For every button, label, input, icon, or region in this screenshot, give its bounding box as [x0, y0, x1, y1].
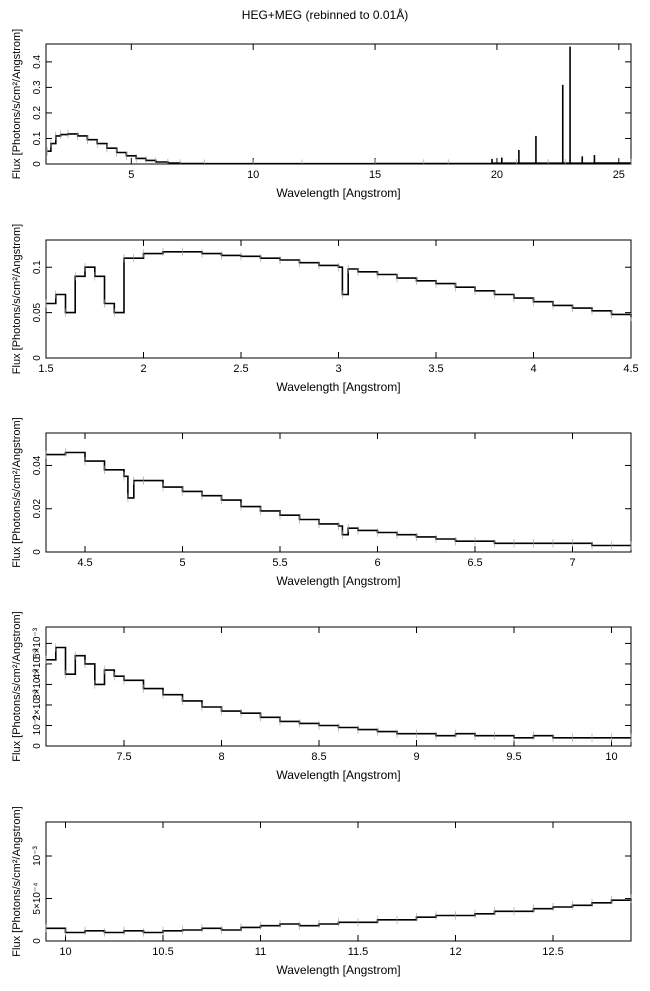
x-tick-label: 5: [179, 557, 185, 569]
y-tick-label: 0.02: [32, 499, 43, 519]
y-tick-label: 0.05: [32, 302, 43, 322]
y-tick-label: 0: [32, 938, 43, 944]
plot-frame: [45, 43, 632, 165]
x-tick-label: 1.5: [38, 363, 53, 375]
x-tick-label: 12: [449, 946, 461, 958]
x-axis-label: Wavelength [Angstrom]: [276, 963, 400, 977]
plot-frame: [45, 432, 632, 553]
y-tick-label: 0.3: [32, 80, 43, 94]
panel-4: 7.5 8 8.5 9 9.5 10 0 10⁻³2×10⁻³3×10⁻³4×10⁻³5×10…: [11, 611, 632, 782]
y-axis-label: Flux [Photons/s/cm²/Angstrom]: [11, 224, 23, 374]
x-tick-label: 5: [128, 169, 134, 181]
x-tick-label: 4: [530, 363, 536, 375]
x-tick-label: 4.5: [623, 363, 638, 375]
x-tick-label: 9.5: [506, 751, 521, 763]
plot-frame: [45, 821, 632, 942]
y-axis-label: Flux [Photons/s/cm²/Angstrom]: [11, 29, 23, 179]
x-tick-label: 10: [59, 946, 71, 958]
x-tick-label: 10: [247, 169, 259, 181]
plot-frame: [45, 626, 632, 747]
x-tick-label: 2: [140, 363, 146, 375]
x-tick-label: 4.5: [77, 557, 92, 569]
y-tick-label: 0: [32, 355, 43, 361]
panel-1: 5 10 15 20 25 0 0.1 0.2 0.3 0.4 Wavelength [Angstr…: [11, 29, 632, 200]
y-axis-label: Flux [Photons/s/cm²/Angstrom]: [11, 611, 23, 761]
y-tick-label: 10⁻³: [32, 845, 43, 865]
x-axis-label: Wavelength [Angstrom]: [276, 768, 400, 782]
x-tick-label: 6: [374, 557, 380, 569]
x-tick-label: 12.5: [542, 946, 563, 958]
y-tick-label: 5×10⁻³: [32, 627, 43, 659]
y-tick-label: 0.4: [32, 54, 43, 68]
x-tick-label: 7: [569, 557, 575, 569]
y-tick-label: 0.1: [32, 260, 43, 274]
panel-5: 10 10.5 11 11.5 12 12.5 0 5×10⁻⁴ 10⁻³ Wavelength …: [11, 806, 632, 977]
x-tick-label: 15: [369, 169, 381, 181]
spectrum-series-1: [46, 898, 632, 934]
x-tick-label: 20: [491, 169, 503, 181]
spectrum-series-1: [47, 133, 631, 165]
x-tick-label: 3: [335, 363, 341, 375]
spectrum-series-1: [46, 451, 631, 547]
x-tick-label: 11.5: [348, 946, 369, 958]
panel-3: 4.5 5 5.5 6 6.5 7 0 0.02 0.04 Wavelength [Angstro…: [11, 417, 632, 588]
y-tick-label: 0: [32, 161, 43, 167]
y-tick-label: 0.2: [32, 106, 43, 120]
x-tick-label: 11: [255, 946, 266, 958]
y-tick-label: 4×10⁻³: [32, 648, 43, 680]
y-tick-label: 2×10⁻³: [32, 689, 43, 721]
x-tick-label: 8: [218, 751, 224, 763]
y-axis-label: Flux [Photons/s/cm²/Angstrom]: [11, 417, 23, 567]
x-tick-label: 10: [605, 751, 617, 763]
y-tick-label: 10⁻³: [32, 715, 43, 735]
y-tick-label: 5×10⁻⁴: [32, 882, 43, 914]
y-tick-label: 0.1: [32, 131, 43, 145]
x-tick-label: 7.5: [116, 751, 131, 763]
figure-title: HEG+MEG (rebinned to 0.01Å): [241, 8, 409, 22]
y-axis-label: Flux [Photons/s/cm²/Angstrom]: [11, 806, 23, 956]
x-tick-label: 3.5: [428, 363, 443, 375]
x-tick-label: 8.5: [311, 751, 326, 763]
x-tick-label: 25: [613, 169, 625, 181]
y-tick-label: 0: [32, 743, 43, 749]
x-tick-label: 6.5: [467, 557, 482, 569]
panel-2: 1.5 2 2.5 3 3.5 4 4.5 0 0.05 0.1 Wavelength [Angst…: [11, 224, 639, 394]
x-axis-label: Wavelength [Angstrom]: [276, 574, 400, 588]
x-tick-label: 10.5: [152, 946, 173, 958]
x-tick-label: 5.5: [272, 557, 287, 569]
y-tick-label: 0.04: [32, 455, 43, 475]
x-axis-label: Wavelength [Angstrom]: [276, 380, 400, 394]
y-tick-label: 0: [32, 549, 43, 555]
y-tick-label: 3×10⁻³: [32, 668, 43, 700]
x-tick-label: 9: [413, 751, 419, 763]
x-axis-label: Wavelength [Angstrom]: [276, 186, 400, 200]
x-tick-label: 2.5: [233, 363, 248, 375]
